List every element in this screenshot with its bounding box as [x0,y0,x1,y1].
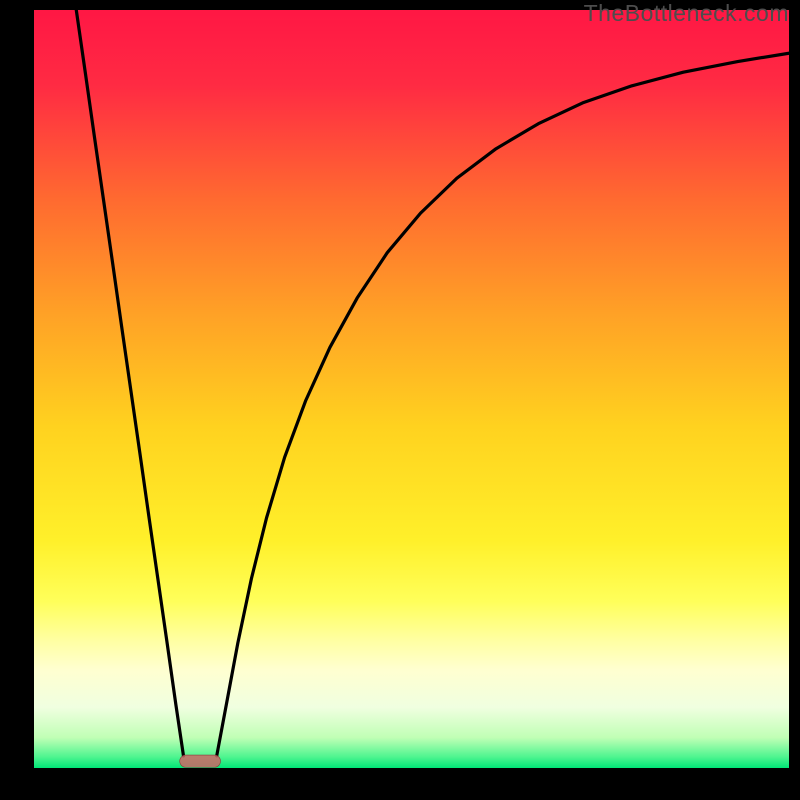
gradient-background [34,10,789,768]
chart-frame: TheBottleneck.com [0,0,800,800]
watermark-text: TheBottleneck.com [584,0,789,27]
chart-plot-area [34,10,789,768]
minimum-marker [180,755,221,767]
